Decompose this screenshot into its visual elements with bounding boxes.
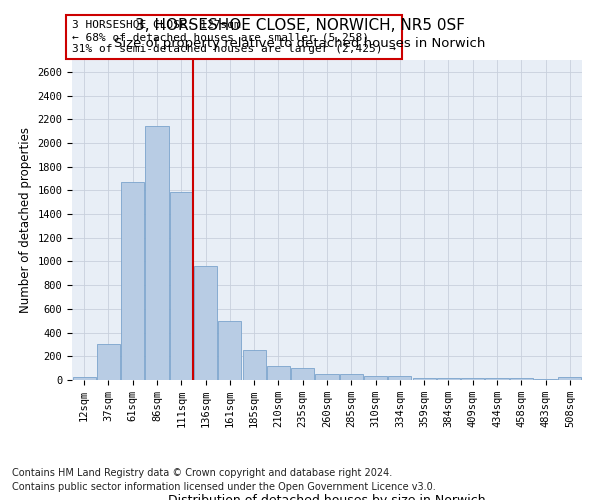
Bar	[291, 368, 314, 380]
Bar	[97, 344, 120, 380]
Bar	[242, 350, 266, 380]
Bar	[437, 378, 460, 380]
Bar	[510, 378, 533, 380]
Bar	[340, 374, 363, 380]
Text: Size of property relative to detached houses in Norwich: Size of property relative to detached ho…	[115, 38, 485, 51]
Bar	[316, 374, 338, 380]
Bar	[121, 182, 144, 380]
Bar	[388, 376, 412, 380]
Bar	[485, 378, 509, 380]
Bar	[218, 320, 241, 380]
Bar	[73, 377, 95, 380]
Bar	[145, 126, 169, 380]
Bar	[170, 192, 193, 380]
Bar	[194, 266, 217, 380]
Bar	[559, 377, 581, 380]
Bar	[267, 366, 290, 380]
Bar	[413, 378, 436, 380]
Text: 3, HORSESHOE CLOSE, NORWICH, NR5 0SF: 3, HORSESHOE CLOSE, NORWICH, NR5 0SF	[135, 18, 465, 32]
Text: Contains HM Land Registry data © Crown copyright and database right 2024.: Contains HM Land Registry data © Crown c…	[12, 468, 392, 477]
Text: 3 HORSESHOE CLOSE: 127sqm
← 68% of detached houses are smaller (5,258)
31% of se: 3 HORSESHOE CLOSE: 127sqm ← 68% of detac…	[72, 20, 396, 54]
Y-axis label: Number of detached properties: Number of detached properties	[19, 127, 32, 313]
Text: Contains public sector information licensed under the Open Government Licence v3: Contains public sector information licen…	[12, 482, 436, 492]
X-axis label: Distribution of detached houses by size in Norwich: Distribution of detached houses by size …	[168, 494, 486, 500]
Bar	[364, 376, 387, 380]
Bar	[461, 378, 484, 380]
